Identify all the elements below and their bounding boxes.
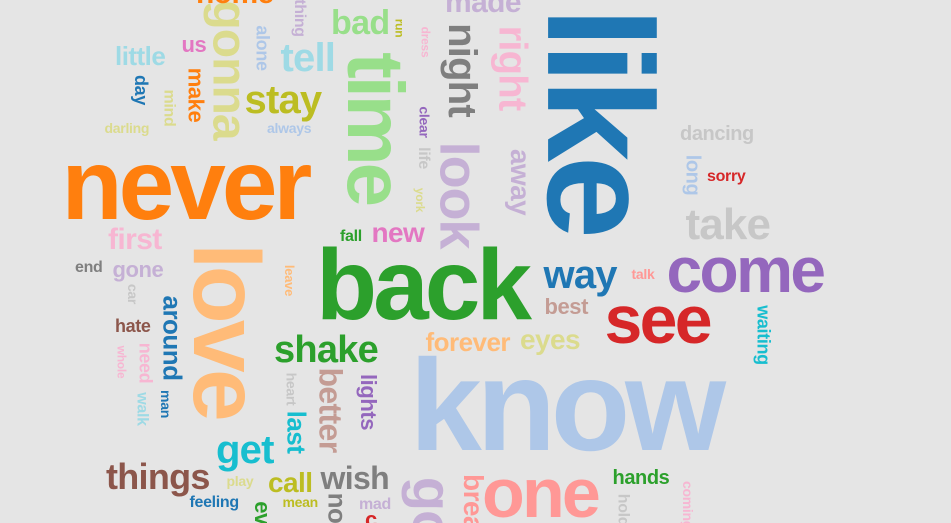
word-home: home: [196, 0, 274, 9]
word-long: long: [680, 154, 703, 196]
word-back: back: [316, 229, 532, 341]
word-time: time: [330, 52, 420, 204]
word-come: come: [666, 234, 827, 306]
word-little: little: [115, 41, 166, 71]
word-lights: lights: [356, 373, 382, 431]
word-way: way: [543, 253, 618, 297]
word-alone: alone: [252, 25, 273, 71]
word-love: love: [172, 242, 279, 418]
word-mean: mean: [282, 494, 319, 510]
word-darling: darling: [104, 120, 150, 136]
word-fall: fall: [340, 228, 362, 245]
word-hate: hate: [115, 316, 151, 336]
word-around: around: [157, 295, 187, 381]
word-never: never: [61, 129, 313, 241]
word-forever: forever: [425, 327, 511, 357]
word-one: one: [482, 454, 601, 523]
word-mind: mind: [159, 89, 177, 127]
word-always: always: [267, 120, 312, 136]
word-made: made: [445, 0, 522, 19]
word-waiting: waiting: [753, 305, 774, 365]
word-sorry: sorry: [707, 168, 746, 185]
word-us: us: [181, 32, 207, 57]
word-coming: coming: [680, 480, 697, 523]
word-call: call: [268, 467, 313, 498]
word-new: new: [371, 217, 425, 248]
word-clear: clear: [416, 106, 433, 138]
word-get: get: [216, 428, 274, 472]
word-first: first: [108, 223, 162, 256]
word-leave: leave: [281, 264, 297, 296]
word-tell: tell: [280, 36, 336, 80]
word-no: no: [321, 492, 352, 523]
word-take: take: [685, 200, 771, 249]
word-mad: mad: [359, 496, 391, 513]
word-last: last: [280, 410, 311, 454]
word-end: end: [75, 259, 103, 276]
word-see: see: [604, 282, 713, 358]
word-thing: thing: [290, 0, 308, 37]
word-away: away: [505, 148, 537, 216]
word-heart: heart: [282, 372, 299, 406]
word-break: break: [457, 474, 489, 523]
word-look: look: [427, 141, 488, 249]
word-hands: hands: [612, 467, 670, 489]
word-hold: hold: [613, 493, 631, 523]
word-bad: bad: [331, 4, 390, 42]
word-better: better: [312, 367, 349, 453]
word-ev: ev: [249, 501, 275, 523]
word-dancing: dancing: [680, 123, 754, 145]
word-right: right: [489, 25, 534, 111]
word-best: best: [544, 294, 589, 319]
word-go: go: [401, 476, 465, 523]
word-make: make: [182, 67, 208, 123]
word-feeling: feeling: [189, 494, 240, 511]
word-like: like: [516, 6, 685, 234]
word-stay: stay: [244, 78, 323, 122]
word-c: c: [365, 507, 377, 523]
word-dress: dress: [417, 26, 432, 58]
word-play: play: [226, 473, 254, 489]
word-york: york: [413, 187, 428, 213]
word-run: run: [391, 18, 406, 38]
word-man: man: [157, 390, 174, 418]
word-shake: shake: [274, 329, 379, 371]
word-walk: walk: [133, 392, 151, 426]
word-know: know: [409, 332, 727, 478]
word-day: day: [130, 75, 151, 105]
word-wish: wish: [320, 460, 390, 496]
word-life: life: [414, 147, 432, 169]
word-need: need: [134, 342, 155, 384]
word-eyes: eyes: [520, 324, 581, 355]
word-gone: gone: [112, 257, 164, 282]
word-night: night: [439, 23, 484, 117]
word-things: things: [106, 456, 210, 497]
word-whole: whole: [113, 345, 128, 379]
word-talk: talk: [631, 266, 655, 282]
word-car: car: [125, 283, 142, 305]
